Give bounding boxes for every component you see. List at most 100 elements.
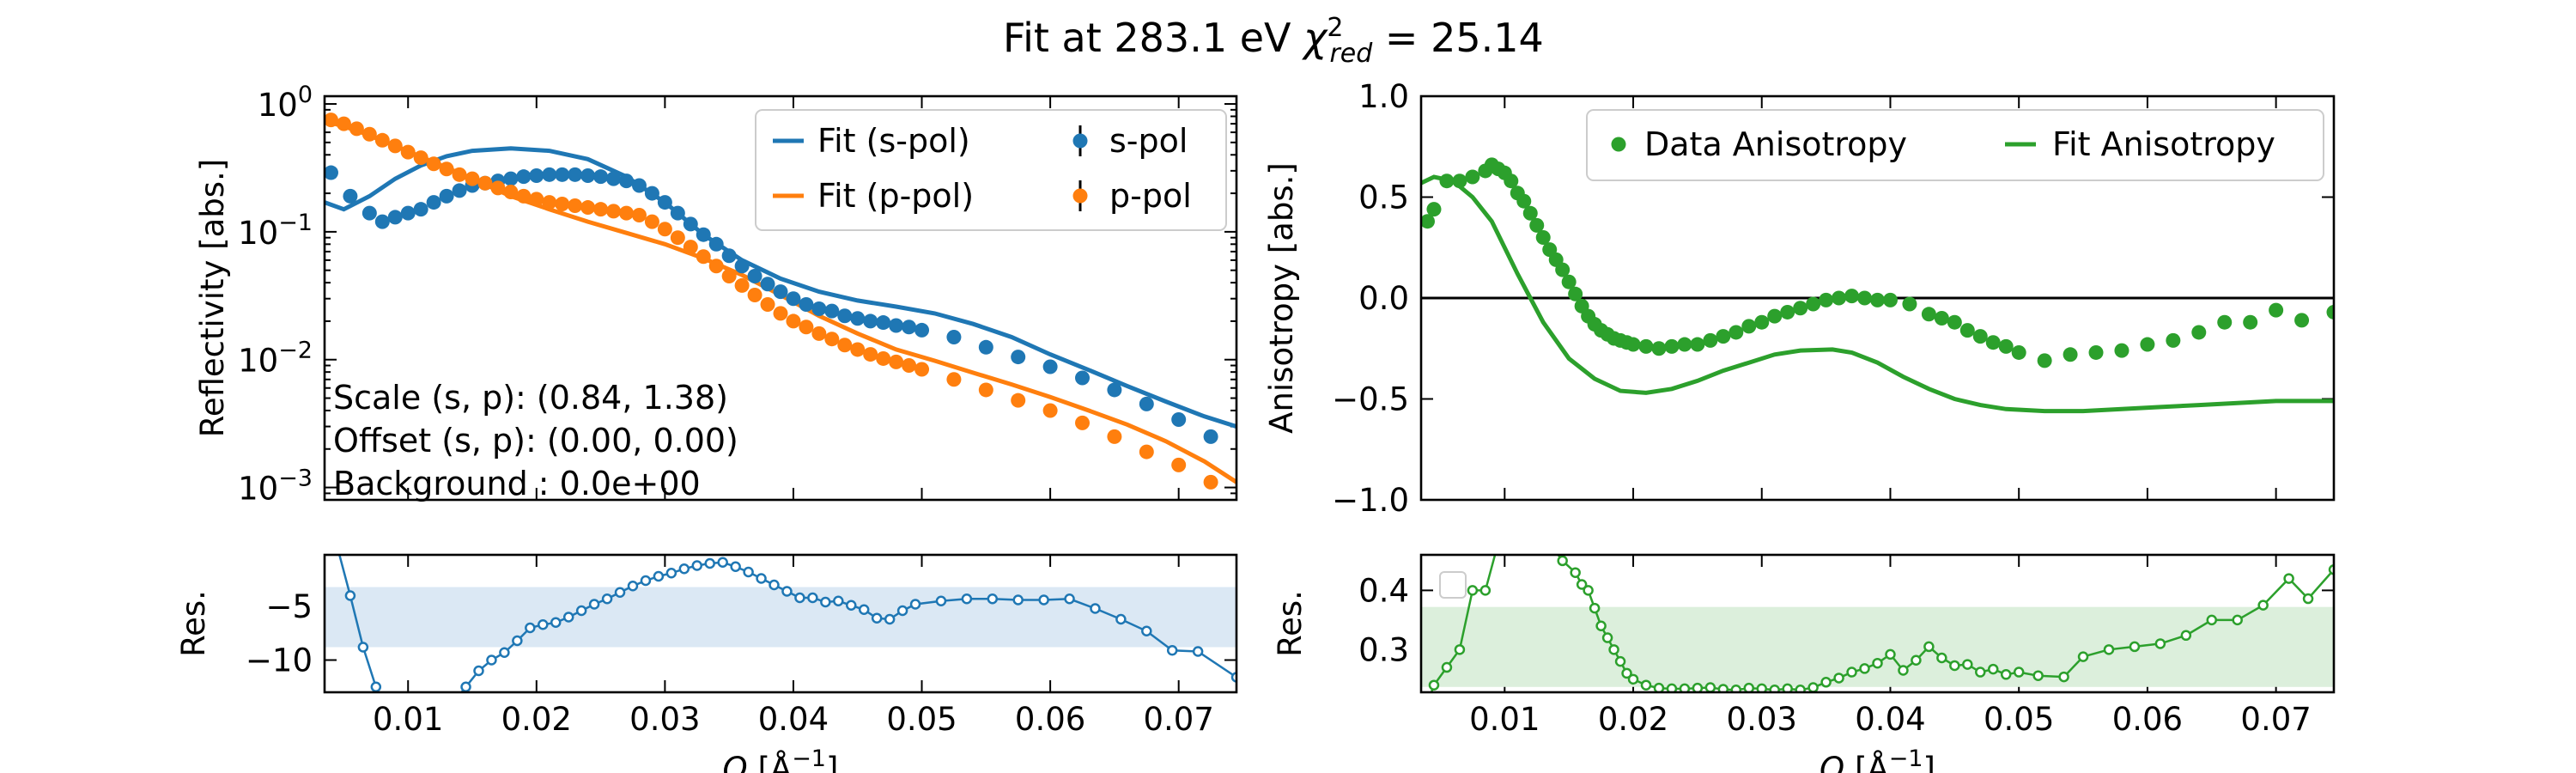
residual-point [1795, 684, 1806, 692]
fit-parameter-annotation: Scale (s, p): (0.84, 1.38) [333, 379, 728, 417]
residual-point [1064, 593, 1075, 605]
p-pol-point [902, 358, 917, 374]
s-pol-point [657, 195, 672, 210]
p-pol-point [799, 320, 814, 335]
residual-point [1576, 579, 1588, 590]
y-tick-label: 10−1 [238, 210, 313, 252]
empty-legend-box [1439, 571, 1467, 599]
residual-point [653, 570, 665, 582]
s-pol-point [452, 183, 467, 198]
legend-label: Data Anisotropy [1644, 125, 1907, 163]
legend-label: p-pol [1109, 177, 1192, 215]
legend-label: s-pol [1109, 122, 1188, 160]
residual-point [1467, 585, 1479, 596]
p-pol-point [568, 198, 583, 213]
fit-parameter-annotation: Offset (s, p): (0.00, 0.00) [333, 422, 738, 460]
residual-point [1601, 632, 1613, 643]
s-pol-point [760, 277, 775, 292]
p-pol-point [747, 288, 762, 303]
residual-point [1769, 684, 1780, 692]
residual-point [807, 592, 818, 604]
residual-point [1428, 679, 1440, 691]
residual-point [1936, 652, 1947, 664]
s-pol-point [529, 167, 544, 183]
x-tick-label: 0.02 [1598, 701, 1668, 738]
data-anisotropy-point [1555, 262, 1571, 277]
s-pol-point [1107, 382, 1122, 398]
residual-point [2058, 671, 2069, 683]
residual-point [1038, 594, 1049, 606]
data-anisotropy-point [1529, 217, 1545, 233]
s-pol-point [644, 186, 659, 201]
data-anisotropy-point [2011, 344, 2026, 360]
s-pol-point [889, 318, 904, 333]
data-anisotropy-point [1767, 308, 1783, 324]
residual-point [550, 617, 562, 628]
y-tick-label: −1.0 [1332, 482, 1409, 519]
residual-point [1885, 648, 1896, 660]
residual-point [1090, 603, 1101, 614]
data-anisotropy-point [2063, 347, 2078, 362]
p-pol-point [619, 205, 635, 221]
data-anisotropy-point [1959, 323, 1975, 338]
x-tick-label: 0.01 [1469, 701, 1540, 738]
s-pol-point [619, 173, 635, 189]
residual-point [2154, 638, 2166, 649]
y-tick-label: 10−2 [238, 338, 313, 380]
s-pol-point [734, 259, 750, 274]
figure-title: Fit at 283.1 eV χ2 red = 25.14 [1003, 13, 1544, 69]
s-pol-point [786, 291, 801, 307]
residual-point [601, 593, 613, 605]
residual-point [2013, 666, 2025, 678]
data-anisotropy-point [1690, 337, 1705, 352]
y-tick-label: −10 [246, 642, 313, 679]
data-anisotropy-point [1421, 214, 1435, 229]
p-pol-point [387, 138, 403, 154]
data-anisotropy-point [2088, 344, 2104, 360]
residual-point [2103, 644, 2115, 655]
axes-frame [323, 553, 1238, 694]
residual-point [2077, 651, 2089, 662]
y-tick-label: −5 [265, 588, 313, 625]
data-anisotropy-point [1921, 307, 1936, 322]
residual-point [486, 654, 497, 666]
legend-frame [755, 109, 1227, 231]
s-pol-point [721, 248, 737, 264]
legend-marker-swatch [1072, 133, 1088, 149]
residual-point [1141, 625, 1152, 636]
reflectivity-legend: Fit (s-pol) s-pol Fit (p-pol) p-pol [755, 109, 1227, 231]
legend-marker-swatch [1611, 137, 1626, 152]
residual-point [1479, 585, 1492, 596]
x-tick-label: 0.06 [2112, 701, 2183, 738]
legend-label: Fit Anisotropy [2052, 125, 2275, 163]
s-pol-point [1075, 370, 1091, 386]
data-anisotropy-point [1439, 173, 1455, 189]
residual-point [575, 605, 587, 617]
p-pol-point [1011, 393, 1026, 408]
y-tick-label: 1.0 [1358, 78, 1409, 115]
s-pol-point [631, 178, 647, 193]
legend-label: Fit (p-pol) [817, 177, 974, 215]
data-anisotropy-point [1568, 286, 1583, 301]
p-pol-point [734, 277, 750, 293]
s-pol-point [850, 311, 866, 326]
p-pol-point [361, 126, 377, 142]
residual-band [1421, 606, 2334, 687]
residual-point [627, 581, 639, 592]
residual-point [1115, 613, 1127, 625]
residual-point [756, 573, 767, 584]
p-pol-point [542, 195, 557, 210]
p-pol-point [426, 156, 441, 172]
p-pol-point [811, 326, 827, 341]
s-pol-point [747, 268, 762, 283]
data-anisotropy-point [1754, 314, 1770, 330]
p-pol-point [760, 297, 775, 313]
residual-point [1557, 555, 1568, 567]
s-pol-point [1203, 429, 1218, 444]
residual-point [1962, 659, 1973, 670]
residual-point [935, 595, 947, 606]
residual-point [1166, 645, 1178, 656]
data-anisotropy-point [1504, 173, 1519, 189]
residual-point [320, 506, 329, 514]
residual-point [2302, 593, 2314, 605]
